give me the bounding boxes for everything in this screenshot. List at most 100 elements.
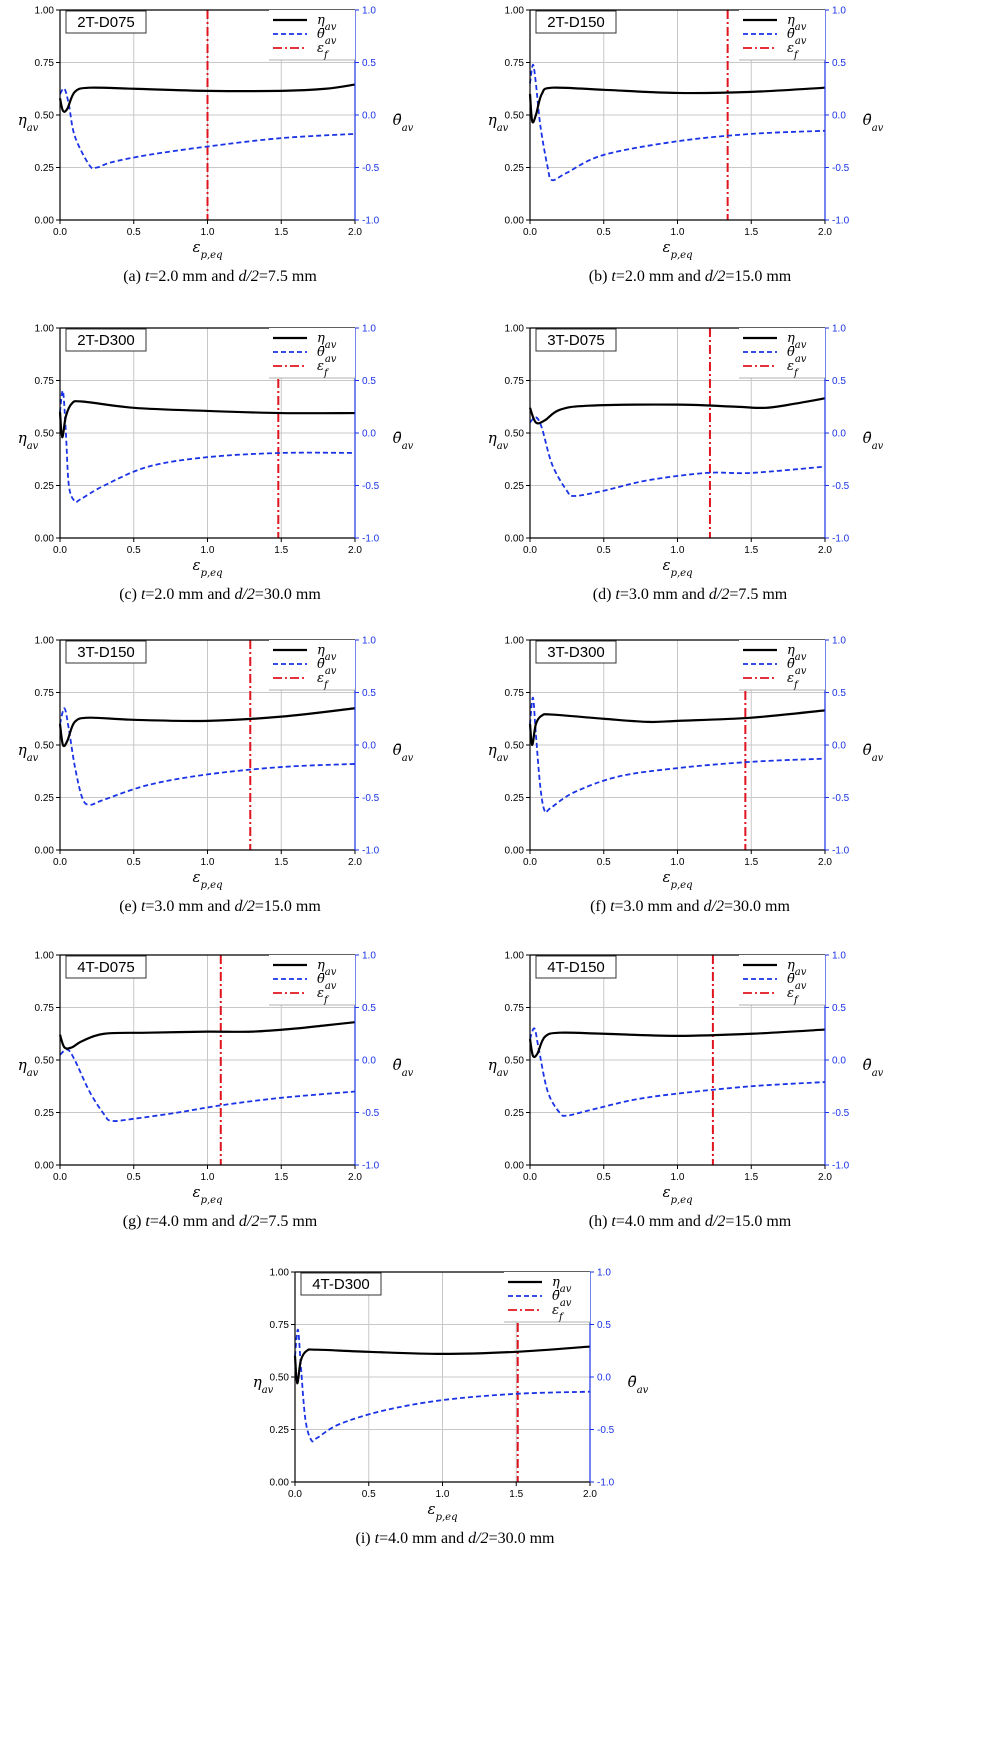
caption-t-symbol: t bbox=[611, 268, 616, 285]
y-tick-label: 0.00 bbox=[35, 1161, 55, 1172]
panel-caption: (i) t=4.0 mm and d/2=30.0 mm bbox=[235, 1530, 675, 1548]
legend-label-theta: θ̄av bbox=[317, 972, 337, 992]
x-tick-label: 1.0 bbox=[201, 1172, 215, 1183]
y-tick-label: 1.00 bbox=[35, 636, 55, 647]
y-tick-label: 0.50 bbox=[505, 429, 525, 440]
legend-background bbox=[269, 10, 355, 60]
y-tick-label: 0.50 bbox=[35, 1056, 55, 1067]
x-tick-label: 2.0 bbox=[348, 227, 362, 238]
x-tick-label: 1.5 bbox=[744, 545, 758, 556]
y2-tick-label: 1.0 bbox=[362, 324, 376, 335]
theta-av-line bbox=[529, 416, 826, 497]
y-tick-label: 0.50 bbox=[505, 111, 525, 122]
y-axis-label: ηav bbox=[18, 429, 39, 452]
y2-tick-label: -1.0 bbox=[597, 1478, 615, 1489]
y2-tick-label: -0.5 bbox=[832, 793, 850, 804]
y2-axis-label: θ̄av bbox=[863, 429, 884, 452]
specimen-label: 2T-D075 bbox=[65, 10, 147, 34]
y2-tick-label: 0.0 bbox=[832, 1056, 846, 1067]
x-tick-label: 1.5 bbox=[274, 227, 288, 238]
y-tick-label: 0.25 bbox=[505, 793, 525, 804]
specimen-label-text: 3T-D300 bbox=[547, 644, 605, 661]
legend-label-eta: ηav bbox=[317, 958, 337, 978]
caption-letter: (a) bbox=[123, 268, 141, 285]
y2-tick-label: -0.5 bbox=[832, 1108, 850, 1119]
caption-d-symbol: d/2 bbox=[234, 898, 255, 915]
caption-and: and bbox=[211, 1213, 235, 1230]
legend-label-fracture: εf bbox=[317, 359, 330, 379]
y2-tick-label: 0.0 bbox=[832, 429, 846, 440]
x-tick-label: 2.0 bbox=[348, 857, 362, 868]
legend-label-eta: ηav bbox=[317, 331, 337, 351]
x-tick-label: 0.0 bbox=[523, 857, 537, 868]
legend-background bbox=[739, 10, 825, 60]
x-tick-label: 0.5 bbox=[127, 545, 141, 556]
y2-tick-label: -0.5 bbox=[832, 481, 850, 492]
caption-letter: (d) bbox=[592, 586, 612, 603]
legend-label-theta: θ̄av bbox=[787, 972, 807, 992]
y-tick-label: 0.75 bbox=[35, 58, 55, 69]
y-tick-label: 1.00 bbox=[35, 951, 55, 962]
y2-tick-label: 0.5 bbox=[362, 376, 376, 387]
specimen-label-text: 2T-D075 bbox=[77, 14, 135, 31]
caption-and: and bbox=[677, 1213, 701, 1230]
caption-t-symbol: t bbox=[140, 586, 146, 603]
y2-tick-label: 0.5 bbox=[832, 688, 846, 699]
specimen-label: 4T-D075 bbox=[65, 955, 147, 979]
y2-tick-label: -0.5 bbox=[832, 163, 850, 174]
y2-tick-label: -1.0 bbox=[362, 1161, 380, 1172]
x-tick-label: 0.0 bbox=[523, 1172, 537, 1183]
specimen-label: 2T-D150 bbox=[535, 10, 617, 34]
legend-background bbox=[739, 328, 825, 378]
specimen-label: 3T-D150 bbox=[65, 640, 147, 664]
y-tick-label: 0.50 bbox=[505, 1056, 525, 1067]
x-tick-label: 0.5 bbox=[127, 227, 141, 238]
x-tick-label: 1.0 bbox=[201, 857, 215, 868]
specimen-label-text: 4T-D150 bbox=[547, 959, 605, 976]
specimen-label-text: 3T-D075 bbox=[547, 332, 605, 349]
y2-tick-label: -0.5 bbox=[362, 1108, 380, 1119]
y-tick-label: 0.25 bbox=[505, 481, 525, 492]
y2-axis-label: θ̄av bbox=[628, 1373, 649, 1396]
eta-av-line bbox=[58, 400, 356, 439]
legend-label-eta: ηav bbox=[787, 13, 807, 33]
y-axis-label: ηav bbox=[18, 111, 39, 134]
x-tick-label: 1.0 bbox=[436, 1489, 450, 1500]
y2-tick-label: 1.0 bbox=[362, 6, 376, 17]
y2-tick-label: 0.0 bbox=[362, 741, 376, 752]
specimen-label-box bbox=[535, 955, 617, 979]
specimen-label-text: 3T-D150 bbox=[77, 644, 135, 661]
caption-d-value: =30.0 mm bbox=[488, 1530, 555, 1547]
legend-label-theta: θ̄av bbox=[317, 27, 337, 47]
caption-d-value: =15.0 mm bbox=[725, 268, 792, 285]
x-axis-label: εp,eq bbox=[428, 1500, 458, 1523]
x-tick-label: 0.5 bbox=[597, 857, 611, 868]
eta-av-line bbox=[293, 1345, 591, 1385]
panel-caption: (h) t=4.0 mm and d/2=15.0 mm bbox=[470, 1213, 910, 1231]
specimen-label: 4T-D150 bbox=[535, 955, 617, 979]
specimen-label-box bbox=[535, 10, 617, 34]
theta-av-line bbox=[529, 1027, 826, 1117]
specimen-label-box bbox=[535, 328, 617, 352]
panel-caption: (b) t=2.0 mm and d/2=15.0 mm bbox=[470, 268, 910, 286]
y2-tick-label: 0.5 bbox=[832, 1003, 846, 1014]
x-tick-label: 1.0 bbox=[201, 227, 215, 238]
y2-tick-label: 1.0 bbox=[362, 951, 376, 962]
x-tick-label: 0.5 bbox=[362, 1489, 376, 1500]
y2-tick-label: 1.0 bbox=[832, 324, 846, 335]
caption-and: and bbox=[211, 268, 235, 285]
y-tick-label: 0.25 bbox=[270, 1425, 290, 1436]
y-axis-label: ηav bbox=[488, 1056, 509, 1079]
y-tick-label: 0.75 bbox=[35, 376, 55, 387]
caption-letter: (e) bbox=[119, 898, 137, 915]
specimen-label: 3T-D300 bbox=[535, 640, 617, 664]
y2-tick-label: 0.5 bbox=[362, 688, 376, 699]
y-tick-label: 0.25 bbox=[505, 1108, 525, 1119]
caption-t-value: =3.0 mm bbox=[614, 898, 673, 915]
caption-t-symbol: t bbox=[374, 1530, 380, 1547]
specimen-label-box bbox=[65, 640, 147, 664]
theta-av-line bbox=[59, 1048, 356, 1122]
y2-tick-label: -0.5 bbox=[362, 163, 380, 174]
